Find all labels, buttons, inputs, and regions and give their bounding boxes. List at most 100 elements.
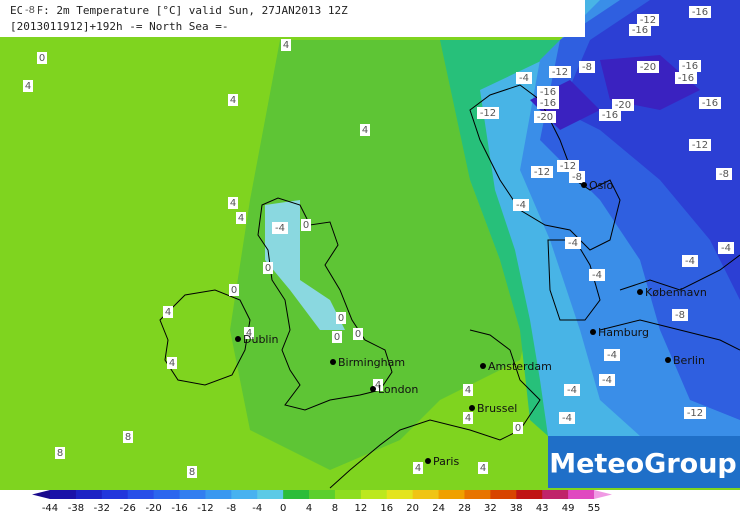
contour-label-box [163,306,173,318]
city-dot [581,182,587,188]
contour-label-box [336,312,346,324]
contour-label: -16 [682,61,698,72]
colorbar-tick-label: 43 [536,503,549,514]
contour-label-box [569,171,585,183]
contour-label-box [564,384,580,396]
contour-label-box [236,212,246,224]
contour-label: 4 [238,213,244,224]
city-dot [330,359,336,365]
city-label: Oslo [589,179,613,192]
colorbar-tick-label: -8 [226,503,236,514]
contour-label-box [229,284,239,296]
city-dot [469,405,475,411]
colorbar-tick-label: -4 [252,503,262,514]
contour-label: 4 [246,328,252,339]
colorbar-tick-label: 55 [588,503,601,514]
contour-label: -4 [275,223,285,234]
colorbar-tick-label: 0 [280,503,286,514]
colorbar-swatch [464,490,491,499]
colorbar-arrow-right [594,490,612,499]
contour-label: -4 [519,73,529,84]
contour-label: -12 [640,15,656,26]
contour-label: 8 [57,448,63,459]
contour-label-box [559,412,575,424]
colorbar-tick-label: 24 [432,503,445,514]
logo-box [548,436,740,488]
colorbar-tick-label: -16 [171,503,187,514]
contour-label: 4 [169,358,175,369]
contour-label-box [55,447,65,459]
contour-label: -4 [607,350,617,361]
contour-label-box [629,24,651,36]
contour-label: -8 [582,62,592,73]
contour-label-box [599,374,615,386]
contour-label-box [167,357,177,369]
colorbar-swatch [542,490,569,499]
contour-label-box [360,124,370,136]
colorbar-swatch [568,490,595,499]
colorbar-swatch [231,490,258,499]
contour-label-box [599,109,621,121]
contour-label-box [637,14,659,26]
contour-label: -4 [568,238,578,249]
contour-label-box [679,60,701,72]
colorbar-swatch [153,490,181,499]
city-dot [370,386,376,392]
contour-label-box [244,327,254,339]
city-dot [235,336,241,342]
colorbar-tick-label: 49 [562,503,575,514]
contour-label-box [413,462,423,474]
contour-label: -12 [692,140,708,151]
contour-label: 4 [230,95,236,106]
colorbar-tick-label: 12 [354,503,367,514]
contour-label-box [23,80,33,92]
contour-label-box [272,222,288,234]
contour-label-box [228,94,238,106]
contour-label-box [589,269,605,281]
contour-label: 0 [231,285,237,296]
city-label: Birmingham [338,356,405,369]
city-label: Paris [433,455,459,468]
temp-zone [530,55,700,130]
contour-label: 0 [334,332,340,343]
contour-label: -12 [480,108,496,119]
city-label: Hamburg [598,326,649,339]
contour-label: -4 [685,256,695,267]
colorbar-tick-label: -20 [145,503,161,514]
contour-label-box [463,384,473,396]
contour-label-box [612,99,634,111]
contour-label: 0 [355,329,361,340]
contour-label-box [637,61,659,73]
contour-label: -12 [560,161,576,172]
colorbar-swatch [283,490,310,499]
colorbar-tick-label: 20 [406,503,419,514]
contour-label: -16 [702,98,718,109]
contour-label: 4 [230,198,236,209]
contour-label: 4 [465,385,471,396]
colorbar-swatch [179,490,206,499]
colorbar-tick-label: -32 [94,503,110,514]
colorbar-tick-label: 28 [458,503,471,514]
contour-label: 0 [515,423,521,434]
contour-label: 0 [338,313,344,324]
contour-label-box [37,52,47,64]
contour-label: 4 [465,413,471,424]
contour-label-box [531,166,553,178]
contour-label-box [565,237,581,249]
contour-label-box [604,349,620,361]
colorbar-swatch [490,490,517,499]
contour-label-box [557,160,579,172]
city-label: København [645,286,707,299]
colorbar-swatch [438,490,465,499]
colorbar-swatch [360,490,388,499]
contour-label: 4 [165,307,171,318]
colorbar-tick-label: -44 [42,503,58,514]
contour-label: -8 [572,172,582,183]
contour-label-box [675,72,697,84]
city-dot [425,458,431,464]
contour-label: -8 [675,310,685,321]
colorbar-swatch [516,490,543,499]
contour-label: 4 [25,81,31,92]
